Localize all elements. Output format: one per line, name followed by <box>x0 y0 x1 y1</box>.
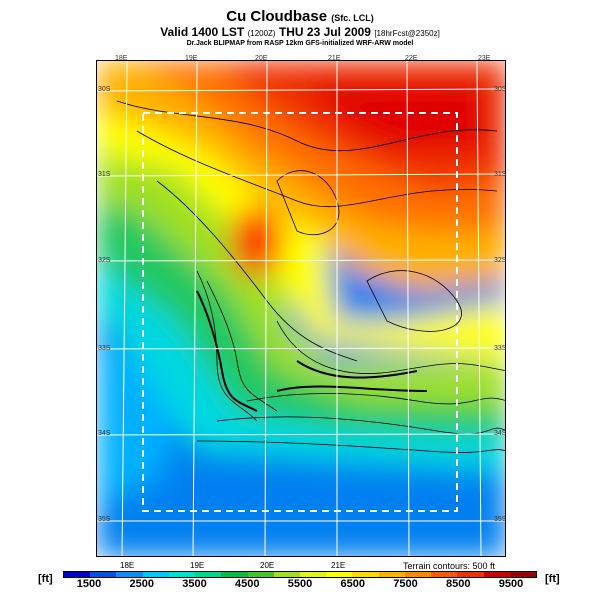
colorbar-swatch <box>116 572 143 577</box>
colorbar-swatch <box>483 572 510 577</box>
lat-lon-grid <box>97 61 505 556</box>
colorbar-swatch <box>352 572 379 577</box>
cloudbase-field <box>97 61 505 556</box>
colorbar-tick-label: 6500 <box>340 578 365 590</box>
colorbar-tick-label: 1500 <box>76 578 102 590</box>
lon-label-19e: 19E <box>185 55 198 62</box>
lat-label-left-31s: 31S <box>98 171 111 178</box>
colorbar-tick-label: 7500 <box>393 578 418 590</box>
colorbar-swatch <box>168 572 196 577</box>
lat-label-right-32s: 32S <box>494 257 507 264</box>
forecast-info: [18hrFcst@2350z] <box>374 29 440 38</box>
valid-time-line: Valid 1400 LST (1200Z) THU 23 Jul 2009 [… <box>0 25 600 39</box>
colorbar-tick-label: 8500 <box>446 578 471 590</box>
colorbar <box>63 571 537 578</box>
inner-domain-box <box>142 112 458 512</box>
cloudbase-map <box>96 60 506 557</box>
colorbar-swatch <box>273 572 300 577</box>
colorbar-swatch <box>299 572 327 577</box>
lat-label-right-33s: 33S <box>494 345 507 352</box>
title-main: Cu Cloudbase <box>226 8 328 25</box>
map-svg <box>97 61 505 556</box>
colorbar-swatch <box>195 572 222 577</box>
colorbar-swatch <box>404 572 432 577</box>
colorbar-tick-label: 3500 <box>182 578 207 590</box>
lat-label-left-32s: 32S <box>98 257 111 264</box>
lat-label-left-35s: 35S <box>98 516 111 523</box>
lat-label-left-34s: 34S <box>98 430 111 437</box>
terrain-contours <box>116 100 505 453</box>
bold-contours <box>196 290 428 412</box>
colorbar-swatch <box>142 572 169 577</box>
colorbar-tick-label: 5500 <box>287 578 313 590</box>
lat-label-right-31s: 31S <box>494 171 507 178</box>
lon-label-21e: 21E <box>328 55 341 62</box>
colorbar-swatch <box>457 572 484 577</box>
valid-date: THU 23 Jul 2009 <box>278 25 371 39</box>
lon-label-bottom-18e: 18E <box>120 561 135 570</box>
lon-label-bottom-21e: 21E <box>331 561 346 570</box>
colorbar-swatch <box>90 572 117 577</box>
lat-label-left-30s: 30S <box>98 86 111 93</box>
colorbar-tick-label: 4500 <box>235 578 260 590</box>
colorbar-swatch <box>378 572 405 577</box>
lon-label-20e: 20E <box>255 55 268 62</box>
colorbar-swatch <box>221 572 248 577</box>
colorbar-swatch <box>247 572 274 577</box>
colorbar-unit-right: [ft] <box>545 573 560 585</box>
lon-label-bottom-20e: 20E <box>260 561 275 570</box>
colorbar-swatch <box>64 572 91 577</box>
colorbar-swatch <box>509 572 536 577</box>
valid-time-utc: (1200Z) <box>247 29 276 38</box>
lat-label-right-34s: 34S <box>494 430 507 437</box>
colorbar-tick-label: 9500 <box>498 578 524 590</box>
colorbar-tick-label: 2500 <box>129 578 154 590</box>
lat-label-right-35s: 35S <box>494 516 507 523</box>
terrain-contours-note: Terrain contours: 500 ft <box>403 561 496 571</box>
lat-label-right-30s: 30S <box>494 86 507 93</box>
lon-label-23e: 23E <box>478 55 491 62</box>
model-credit: Dr.Jack BLIPMAP from RASP 12km GFS-initi… <box>186 40 414 47</box>
lon-label-22e: 22E <box>405 55 418 62</box>
colorbar-swatch <box>431 572 458 577</box>
lon-label-bottom-19e: 19E <box>190 561 205 570</box>
lon-label-18e: 18E <box>115 55 128 62</box>
colorbar-unit-left: [ft] <box>38 573 53 585</box>
map-title: Cu Cloudbase (Sfc. LCL) <box>0 8 600 25</box>
colorbar-swatch <box>326 572 353 577</box>
valid-time: Valid 1400 LST <box>160 25 245 39</box>
lat-label-left-33s: 33S <box>98 345 111 352</box>
title-suffix: (Sfc. LCL) <box>331 13 374 23</box>
